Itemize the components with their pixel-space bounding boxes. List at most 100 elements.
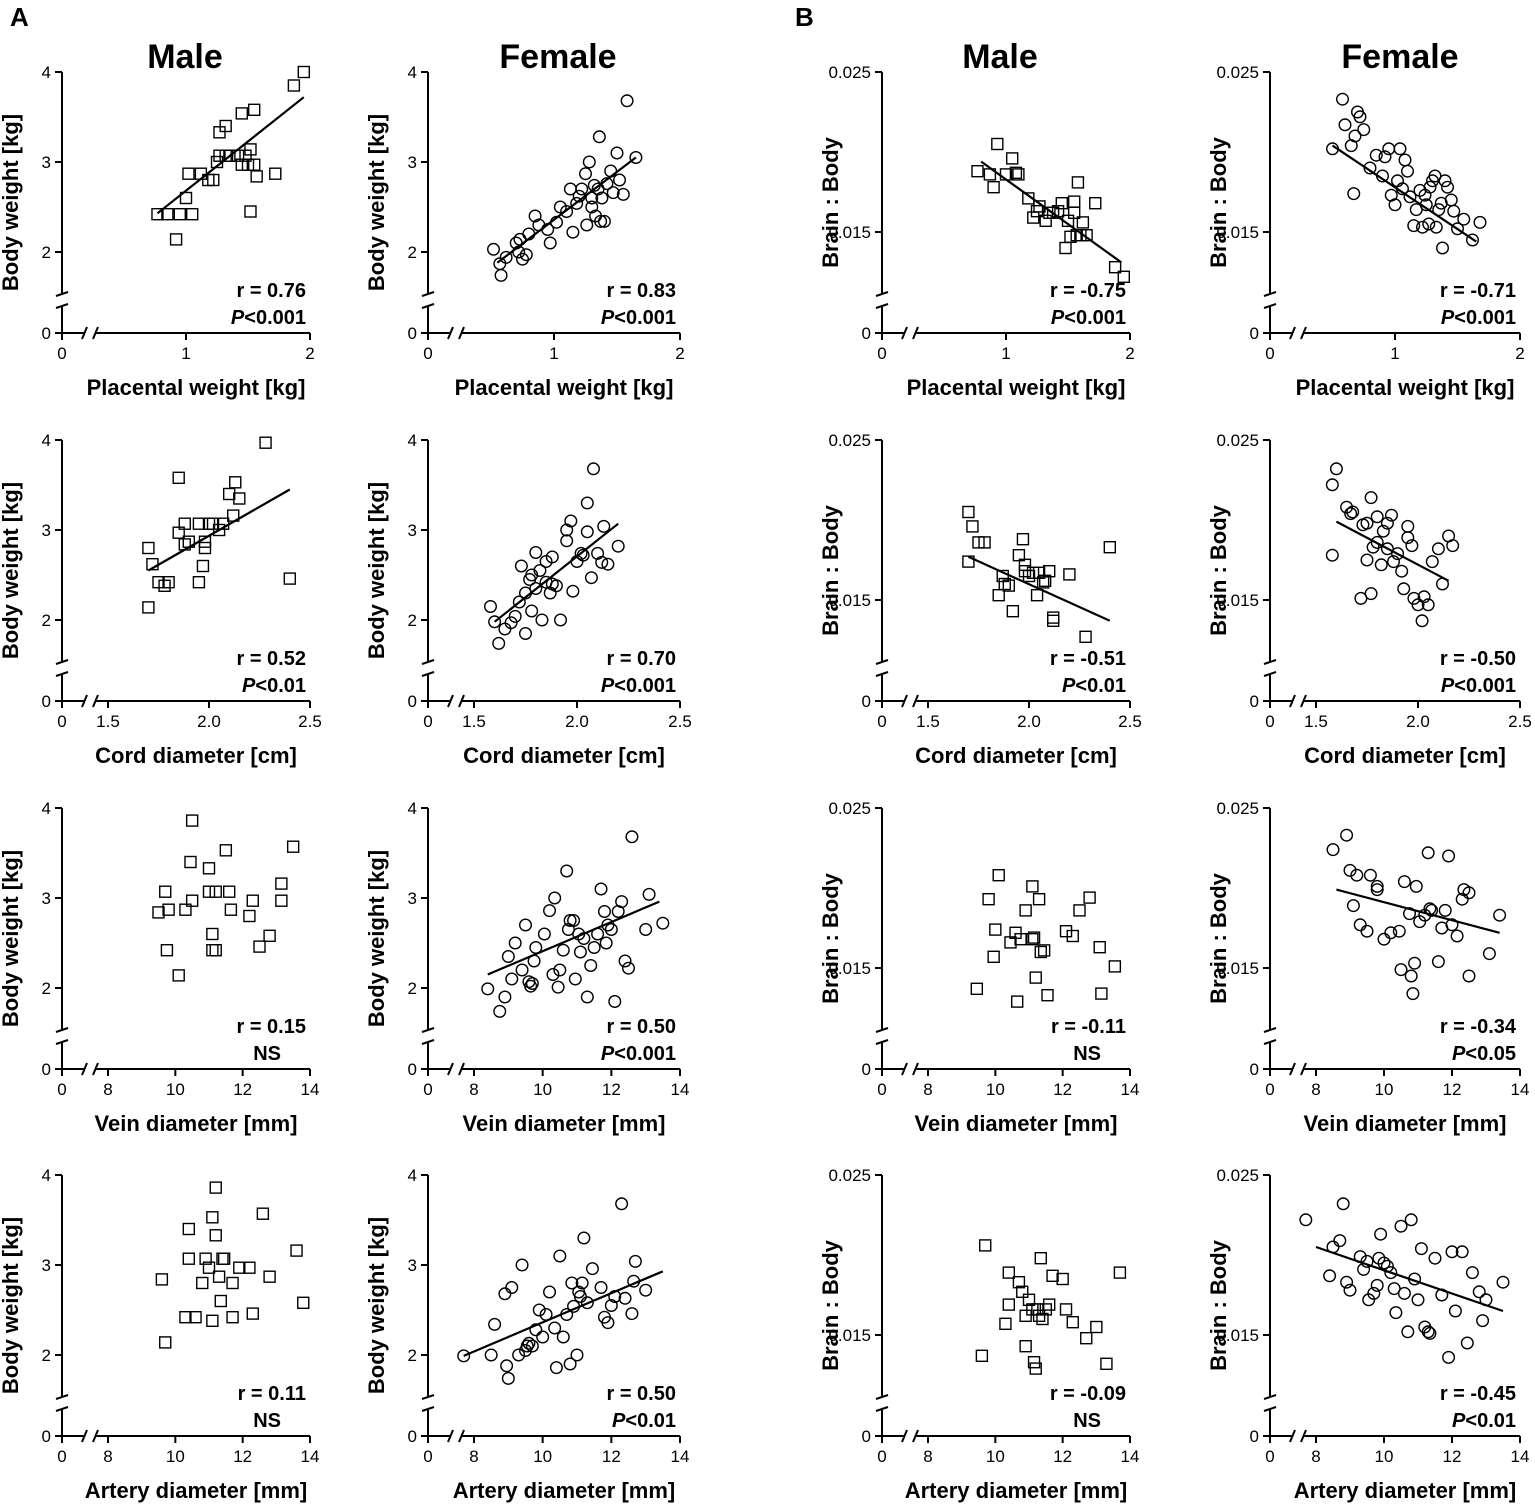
y-tick-label: 0.015 [1216, 959, 1259, 978]
x-axis-break-mark [458, 694, 465, 708]
y-tick-label: 0.025 [828, 431, 871, 450]
data-point-square [998, 577, 1011, 591]
data-point-square [1009, 166, 1023, 180]
data-point-square [1108, 960, 1122, 973]
p-value-symbol: P [1441, 307, 1455, 329]
data-point-square [219, 844, 233, 857]
y-axis-break-mark [421, 1394, 435, 1400]
y-tick-label: 3 [408, 889, 417, 908]
data-point-square [1027, 931, 1041, 944]
y-tick-label: 0 [42, 1427, 51, 1446]
data-point-circle [554, 613, 568, 627]
data-points [481, 830, 670, 1018]
data-point-square [290, 1244, 303, 1257]
data-point-circle [568, 972, 582, 986]
data-point-square [185, 814, 199, 827]
data-point-square [1038, 574, 1052, 587]
data-point-circle [514, 559, 528, 573]
data-point-square [1108, 261, 1122, 274]
data-point-square [178, 517, 191, 530]
data-point-square [182, 1222, 196, 1236]
data-point-square [962, 555, 975, 568]
data-point-square [196, 559, 210, 573]
data-point-circle [1378, 150, 1392, 164]
correlation-coefficient: r = 0.70 [606, 648, 676, 670]
data-point-square [173, 207, 187, 221]
y-axis-label: Brain : Body [1206, 1239, 1231, 1371]
y-axis-break-mark [1263, 291, 1277, 297]
data-point-square [179, 903, 192, 916]
data-point-circle [1360, 553, 1374, 567]
data-point-square [297, 1296, 310, 1310]
y-tick-label: 2 [42, 243, 51, 262]
x-axis-label: Placental weight [kg] [907, 375, 1126, 400]
x-tick-label: 0 [57, 344, 66, 363]
x-tick-label: 12 [233, 1447, 252, 1466]
data-point-circle [628, 1254, 642, 1268]
x-tick-label: 14 [671, 1447, 690, 1466]
data-point-circle [1374, 1227, 1388, 1241]
plot-A-male-artery: 0 2 3 4 0 8 10 12 14 Artery diameter [mm] Body wei… [0, 1166, 319, 1503]
data-point-circle [615, 1197, 629, 1211]
y-axis-break-mark [55, 303, 69, 309]
x-tick-label: 1.5 [1304, 712, 1328, 731]
axes [55, 72, 310, 340]
y-tick-label: 0 [408, 324, 417, 343]
data-point-circle [1450, 222, 1464, 236]
data-point-circle [529, 546, 543, 560]
x-tick-label: 10 [986, 1080, 1005, 1099]
data-point-circle [1472, 1285, 1486, 1299]
y-tick-label: 3 [408, 1256, 417, 1275]
data-point-circle [1417, 590, 1431, 604]
data-point-circle [1360, 924, 1374, 938]
data-point-circle [549, 579, 563, 593]
y-tick-label: 2 [408, 979, 417, 998]
data-point-circle [516, 252, 530, 266]
data-point-square [987, 180, 1000, 194]
data-point-circle [1402, 907, 1416, 921]
data-point-circle [656, 916, 670, 930]
data-point-circle [580, 218, 594, 232]
data-point-circle [1425, 903, 1439, 917]
y-axis-break-mark [1263, 303, 1277, 309]
correlation-coefficient: r = 0.50 [606, 1016, 676, 1038]
data-point-square [978, 536, 991, 549]
y-axis-break-mark [55, 1394, 69, 1400]
data-points [1299, 1197, 1510, 1364]
data-point-circle [1353, 110, 1367, 124]
data-point-circle [532, 1303, 546, 1317]
data-point-square [235, 107, 249, 120]
data-point-circle [1397, 1286, 1411, 1300]
y-tick-label: 0.015 [828, 223, 871, 242]
p-value-threshold: <0.001 [1454, 307, 1516, 329]
data-point-circle [543, 1285, 557, 1299]
data-point-square [1037, 944, 1051, 957]
y-tick-label: 3 [42, 1256, 51, 1275]
data-point-circle [601, 1316, 615, 1330]
data-point-circle [498, 1287, 512, 1301]
data-point-circle [488, 615, 502, 629]
data-point-circle [525, 604, 539, 618]
data-point-square [246, 894, 259, 907]
data-point-circle [543, 236, 557, 250]
x-tick-label: 1 [549, 344, 558, 363]
data-point-circle [1350, 868, 1364, 882]
data-point-circle [522, 1336, 536, 1350]
data-point-circle [529, 582, 543, 596]
data-point-circle [1380, 516, 1394, 530]
data-point-circle [1442, 1350, 1456, 1364]
data-point-square [182, 167, 195, 180]
p-value-threshold: <0.001 [1064, 307, 1126, 329]
data-point-circle [1400, 164, 1414, 178]
p-value-threshold: <0.05 [1465, 1043, 1516, 1065]
data-point-square [244, 143, 257, 156]
x-tick-label: 0 [1265, 712, 1274, 731]
data-point-square [1067, 206, 1081, 220]
y-axis-break-mark [875, 1394, 889, 1400]
data-point-circle [492, 636, 506, 650]
x-tick-label: 14 [301, 1080, 320, 1099]
y-tick-label: 0.015 [1216, 591, 1259, 610]
data-point-square [991, 137, 1004, 151]
x-axis-break-mark [447, 694, 454, 708]
column-title-a-female: Female [499, 38, 617, 76]
